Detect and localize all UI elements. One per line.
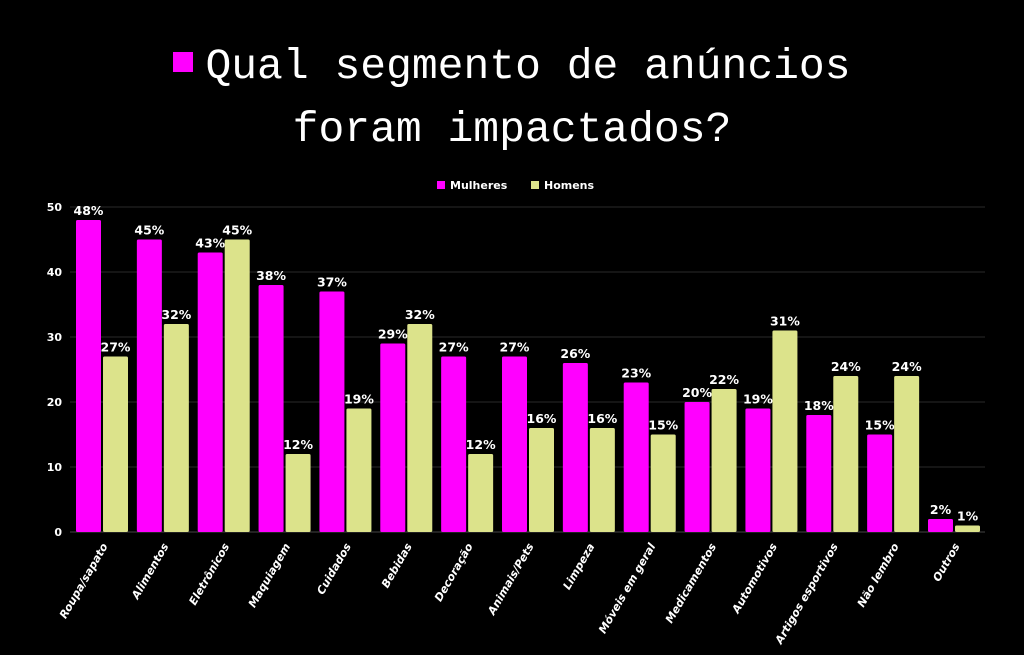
data-label: 48% bbox=[74, 203, 104, 218]
bar-mulheres bbox=[867, 434, 893, 532]
x-tick-label: Não lembro bbox=[855, 541, 902, 610]
data-label: 31% bbox=[770, 314, 800, 329]
bar-mulheres bbox=[623, 382, 649, 532]
y-tick-label: 10 bbox=[47, 461, 63, 474]
legend-label: Mulheres bbox=[450, 179, 508, 192]
data-label: 38% bbox=[256, 268, 286, 283]
bar-homens bbox=[407, 324, 433, 532]
bar-homens bbox=[224, 239, 250, 532]
title-text: Qual segmento de anúncios bbox=[205, 42, 851, 91]
data-label: 27% bbox=[500, 340, 530, 355]
data-label: 2% bbox=[930, 502, 952, 517]
x-tick-label: Automotivos bbox=[729, 541, 780, 617]
bar-mulheres bbox=[136, 239, 162, 532]
x-tick-label: Maquiagem bbox=[246, 541, 293, 610]
x-tick-label: Móveis em geral bbox=[596, 541, 658, 636]
bar-homens bbox=[711, 389, 737, 532]
chart-title-line2: foram impactados? bbox=[292, 105, 732, 154]
data-label: 27% bbox=[439, 340, 469, 355]
x-tick-label: Bebidas bbox=[379, 541, 415, 591]
bar-homens bbox=[103, 356, 128, 532]
data-label: 16% bbox=[527, 411, 557, 426]
x-tick-label: Artigos esportivos bbox=[772, 541, 841, 647]
legend-swatch bbox=[437, 181, 445, 189]
bar-mulheres bbox=[441, 356, 467, 532]
data-label: 1% bbox=[957, 509, 979, 524]
data-label: 20% bbox=[682, 385, 712, 400]
data-label: 32% bbox=[405, 307, 435, 322]
bar-homens bbox=[650, 434, 676, 532]
y-tick-label: 40 bbox=[47, 266, 63, 279]
bar-homens bbox=[346, 408, 372, 532]
data-label: 15% bbox=[648, 418, 678, 433]
bar-homens bbox=[894, 376, 920, 532]
bar-mulheres bbox=[76, 220, 101, 532]
x-tick-label: Decoração bbox=[432, 541, 476, 604]
y-tick-label: 50 bbox=[47, 201, 63, 214]
data-label: 32% bbox=[161, 307, 191, 322]
title-bullet-icon bbox=[173, 52, 194, 72]
bar-mulheres bbox=[258, 285, 284, 532]
data-label: 43% bbox=[195, 236, 225, 251]
x-tick-label: Animais/Pets bbox=[485, 541, 537, 618]
bar-homens bbox=[468, 454, 494, 532]
bar-homens bbox=[163, 324, 189, 532]
data-label: 15% bbox=[865, 418, 895, 433]
bar-mulheres bbox=[928, 519, 953, 532]
bar-mulheres bbox=[745, 408, 771, 532]
x-tick-label: Cuidados bbox=[314, 541, 354, 597]
x-tick-label: Alimentos bbox=[129, 541, 172, 603]
x-tick-label: Outros bbox=[930, 541, 962, 584]
data-label: 16% bbox=[587, 411, 617, 426]
bar-homens bbox=[589, 428, 615, 532]
bar-mulheres bbox=[319, 291, 345, 532]
data-label: 45% bbox=[222, 223, 252, 238]
data-label: 12% bbox=[283, 437, 313, 452]
bar-mulheres bbox=[562, 363, 588, 532]
data-label: 19% bbox=[743, 392, 773, 407]
data-label: 37% bbox=[317, 275, 347, 290]
data-label: 27% bbox=[101, 340, 131, 355]
x-tick-label: Eletrônicos bbox=[186, 541, 232, 608]
legend-swatch bbox=[531, 181, 539, 189]
data-label: 29% bbox=[378, 327, 408, 342]
x-tick-label: Medicamentos bbox=[663, 541, 720, 626]
x-tick-label: Limpeza bbox=[560, 541, 597, 592]
bar-homens bbox=[772, 330, 798, 532]
bar-homens bbox=[285, 454, 311, 532]
bar-mulheres bbox=[380, 343, 406, 532]
bar-mulheres bbox=[197, 252, 223, 532]
data-label: 24% bbox=[892, 359, 922, 374]
data-label: 23% bbox=[621, 366, 651, 381]
data-label: 12% bbox=[466, 437, 496, 452]
data-label: 24% bbox=[831, 359, 861, 374]
y-tick-label: 30 bbox=[47, 331, 63, 344]
bar-homens bbox=[833, 376, 859, 532]
bar-homens bbox=[955, 525, 980, 532]
chart-title-line1: Qual segmento de anúncios bbox=[0, 36, 1024, 98]
data-label: 22% bbox=[709, 372, 739, 387]
data-label: 26% bbox=[560, 346, 590, 361]
bar-homens bbox=[529, 428, 554, 532]
data-label: 19% bbox=[344, 392, 374, 407]
bar-mulheres bbox=[806, 415, 832, 532]
bar-mulheres bbox=[684, 402, 710, 532]
data-label: 18% bbox=[804, 398, 834, 413]
bar-mulheres bbox=[502, 356, 527, 532]
data-label: 45% bbox=[134, 223, 164, 238]
x-tick-label: Roupa/sapato bbox=[57, 541, 111, 621]
legend-label: Homens bbox=[544, 179, 595, 192]
y-tick-label: 20 bbox=[47, 396, 63, 409]
y-tick-label: 0 bbox=[54, 526, 62, 539]
